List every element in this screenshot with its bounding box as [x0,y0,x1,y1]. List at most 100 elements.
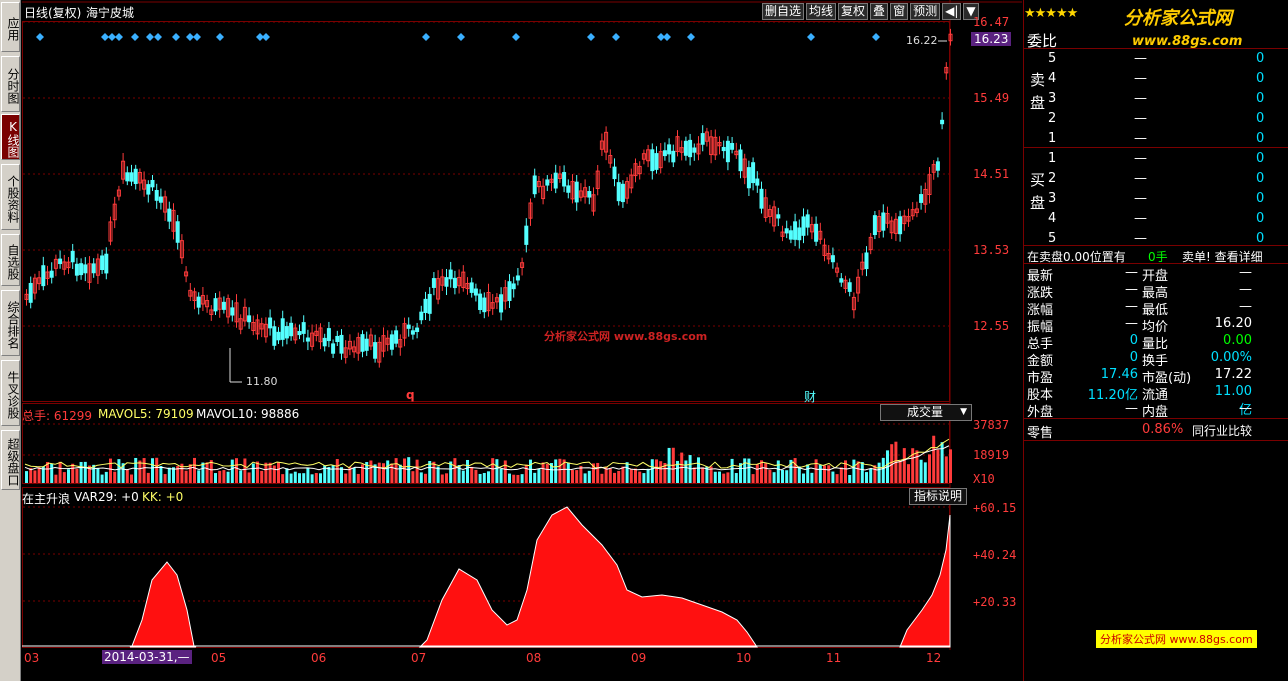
candle-body [394,330,399,344]
volume-bar [806,464,810,483]
volume-bar [449,461,453,483]
volume-bar [277,462,280,483]
volume-bar [550,463,553,483]
volume-bar [823,465,826,483]
volume-bar [92,464,96,483]
stat-label: 外盘 [1027,405,1054,420]
overlay-button[interactable]: 叠 [870,3,889,20]
candle-body [154,190,159,201]
indicator-name: 在主升浪 [22,492,71,506]
remove-watchlist-button[interactable]: 删自选 [762,3,805,20]
date-label-06: 06 [311,651,327,665]
candle-body [625,181,630,199]
volume-bar [88,465,91,483]
candle-body [818,230,823,240]
candle-body [410,330,415,335]
candle-body [305,337,310,342]
ma-button[interactable]: 均线 [806,3,837,20]
candle-body [129,172,134,182]
volume-bar [508,473,511,483]
signal-diamond-icon [512,33,520,41]
tab-super-quote[interactable]: 超级盘口 [1,430,20,490]
stat-value: — [1125,316,1138,331]
candle-body [730,143,735,150]
candle-body [427,293,432,314]
chart-area[interactable]: 日线(复权) 海宁皮城 删自选 均线 复权 叠 窗 预测 ◀| ▼ 16.47 … [22,0,1022,681]
indicator-kk-legend: KK: +0 [142,490,184,504]
candle-body [440,276,445,286]
volume-bar [638,471,642,483]
tab-ranking[interactable]: 综合排名 [1,290,20,356]
candle-body [83,264,88,274]
event-marker-finance[interactable]: 财 [804,390,817,404]
candle-body [746,167,751,189]
kline-chart-canvas[interactable] [22,0,1022,681]
dropdown-icon[interactable]: ▼ [963,3,979,20]
divider [1024,440,1288,441]
volume-bar [71,463,75,483]
volume-bar [289,473,293,483]
volume-indicator-select[interactable]: 成交量 ▼ [880,404,972,421]
candle-body [839,278,844,283]
volume-bar [848,474,852,483]
candle-body [814,223,819,242]
candle-body [217,297,222,310]
candle-body [318,327,323,343]
tab-diagnosis[interactable]: 牛叉诊股 [1,360,20,426]
candle-body [805,214,810,228]
price-tick-4: 13.53 [973,243,1010,257]
candle-body [238,318,243,330]
collapse-icon[interactable]: ◀| [942,3,962,20]
volume-bar [37,467,41,483]
candle-body [213,298,218,312]
tab-apps[interactable]: 应用 [1,2,20,52]
candle-body [856,276,861,294]
tab-stock-info[interactable]: 个股资料 [1,164,20,230]
order-notice-qty: 0手 [1148,250,1168,264]
volume-bar [642,473,646,483]
candle-body [893,218,898,234]
volume-bar [625,462,629,483]
volume-bar [524,464,528,483]
candle-body [49,270,54,278]
volume-bar [865,472,868,483]
volume-bar [256,461,259,483]
candle-body [688,139,693,158]
tab-kline[interactable]: K线图 [1,114,20,160]
industry-compare-button[interactable]: 同行业比较 [1192,424,1253,438]
volume-bar [701,467,705,483]
volume-bar [130,474,133,483]
candle-body [532,175,537,195]
volume-bar [571,470,574,483]
candle-body [482,297,487,313]
candle-body [713,136,718,156]
indicator-help-button[interactable]: 指标说明 [909,488,967,505]
candle-body [196,296,201,308]
buy-level: 1 [1048,151,1057,166]
candle-body [209,309,214,315]
adjust-button[interactable]: 复权 [838,3,869,20]
volume-bar [54,474,58,483]
volume-bar [457,465,461,483]
event-marker-q[interactable]: q [406,388,415,402]
tab-intraday[interactable]: 分时图 [1,56,20,112]
tab-watchlist[interactable]: 自选股 [1,234,20,286]
volume-bar [844,460,847,483]
volume-bar [403,458,406,483]
volume-bar [890,444,894,483]
volume-bar [201,462,205,483]
volume-bar [907,464,910,483]
indicator-area [418,506,758,648]
forecast-button[interactable]: 预测 [910,3,941,20]
volume-bar [617,470,621,483]
candle-body [79,263,84,276]
window-button[interactable]: 窗 [890,3,909,20]
volume-bar [558,458,562,483]
volume-bar [764,463,768,483]
date-label-09: 09 [631,651,647,665]
indicator-area [129,561,197,648]
volume-bar [323,465,327,483]
candle-body [469,282,474,293]
candle-body [58,258,63,265]
order-notice-link[interactable]: 卖单! 查看详细 [1182,250,1263,264]
